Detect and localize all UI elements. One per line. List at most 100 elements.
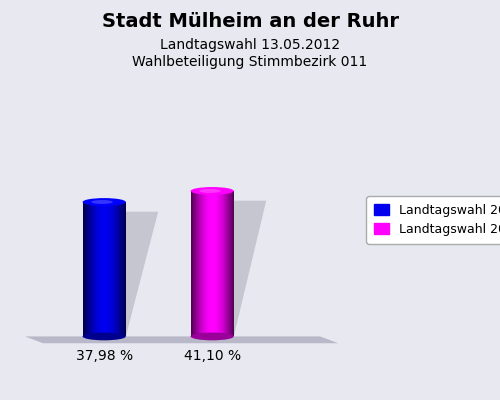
Bar — [84, 202, 85, 336]
Bar — [233, 191, 234, 336]
Bar — [205, 191, 206, 336]
Bar — [115, 202, 116, 336]
Bar — [215, 191, 216, 336]
Bar — [224, 191, 226, 336]
Text: 37,98 %: 37,98 % — [76, 349, 133, 363]
Text: Wahlbeteiligung Stimmbezirk 011: Wahlbeteiligung Stimmbezirk 011 — [132, 55, 368, 69]
Bar — [229, 191, 230, 336]
Bar — [211, 191, 212, 336]
Bar — [193, 191, 194, 336]
Bar — [194, 191, 196, 336]
Bar — [90, 202, 91, 336]
Ellipse shape — [190, 187, 234, 195]
Bar — [124, 202, 126, 336]
Bar — [202, 191, 203, 336]
Bar — [216, 191, 218, 336]
Bar — [103, 202, 104, 336]
Bar — [232, 191, 234, 336]
Ellipse shape — [91, 200, 113, 204]
Ellipse shape — [82, 332, 126, 340]
Legend: Landtagswahl 2012, Landtagswahl 2010: Landtagswahl 2012, Landtagswahl 2010 — [366, 196, 500, 244]
Bar — [108, 202, 109, 336]
Polygon shape — [25, 336, 338, 343]
Bar — [212, 191, 214, 336]
Bar — [218, 191, 219, 336]
Bar — [206, 191, 207, 336]
Bar — [226, 191, 227, 336]
Bar — [118, 202, 120, 336]
Bar — [122, 202, 124, 336]
Bar — [92, 202, 93, 336]
Bar — [200, 191, 201, 336]
Text: 41,10 %: 41,10 % — [184, 349, 241, 363]
Bar — [225, 191, 226, 336]
Bar — [87, 202, 88, 336]
Bar — [98, 202, 100, 336]
Bar — [86, 202, 88, 336]
Bar — [100, 202, 102, 336]
Bar — [89, 202, 90, 336]
Bar — [112, 202, 113, 336]
Bar — [123, 202, 124, 336]
Bar — [117, 202, 118, 336]
Bar — [198, 191, 200, 336]
Bar — [192, 191, 193, 336]
Bar — [121, 202, 122, 336]
Bar — [116, 202, 117, 336]
Polygon shape — [190, 201, 266, 336]
Bar — [94, 202, 95, 336]
Bar — [220, 191, 221, 336]
Bar — [217, 191, 218, 336]
Bar — [216, 191, 217, 336]
Bar — [206, 191, 208, 336]
Bar — [228, 191, 229, 336]
Bar — [195, 191, 196, 336]
Bar — [114, 202, 116, 336]
Bar — [231, 191, 232, 336]
Bar — [106, 202, 108, 336]
Bar — [213, 191, 214, 336]
Polygon shape — [82, 212, 158, 336]
Bar — [98, 202, 99, 336]
Bar — [200, 191, 202, 336]
Bar — [190, 191, 192, 336]
Bar — [100, 202, 101, 336]
Bar — [96, 202, 98, 336]
Bar — [230, 191, 232, 336]
Bar — [104, 202, 106, 336]
Bar — [125, 202, 126, 336]
Bar — [107, 202, 108, 336]
Bar — [118, 202, 119, 336]
Bar — [99, 202, 100, 336]
Bar — [109, 202, 110, 336]
Bar — [108, 202, 110, 336]
Ellipse shape — [190, 332, 234, 340]
Bar — [198, 191, 199, 336]
Bar — [218, 191, 220, 336]
Bar — [116, 202, 117, 336]
Text: Stadt Mülheim an der Ruhr: Stadt Mülheim an der Ruhr — [102, 12, 399, 31]
Bar — [221, 191, 222, 336]
Bar — [222, 191, 224, 336]
Bar — [203, 191, 204, 336]
Bar — [92, 202, 94, 336]
Bar — [91, 202, 92, 336]
Ellipse shape — [82, 198, 126, 206]
Bar — [85, 202, 86, 336]
Bar — [224, 191, 225, 336]
Bar — [199, 191, 200, 336]
Bar — [88, 202, 90, 336]
Bar — [214, 191, 216, 336]
Text: Landtagswahl 13.05.2012: Landtagswahl 13.05.2012 — [160, 38, 340, 52]
Bar — [223, 191, 224, 336]
Bar — [113, 202, 114, 336]
Bar — [110, 202, 112, 336]
Bar — [120, 202, 121, 336]
Bar — [204, 191, 206, 336]
Ellipse shape — [199, 189, 221, 193]
Bar — [105, 202, 106, 336]
Bar — [97, 202, 98, 336]
Bar — [90, 202, 92, 336]
Bar — [95, 202, 96, 336]
Bar — [197, 191, 198, 336]
